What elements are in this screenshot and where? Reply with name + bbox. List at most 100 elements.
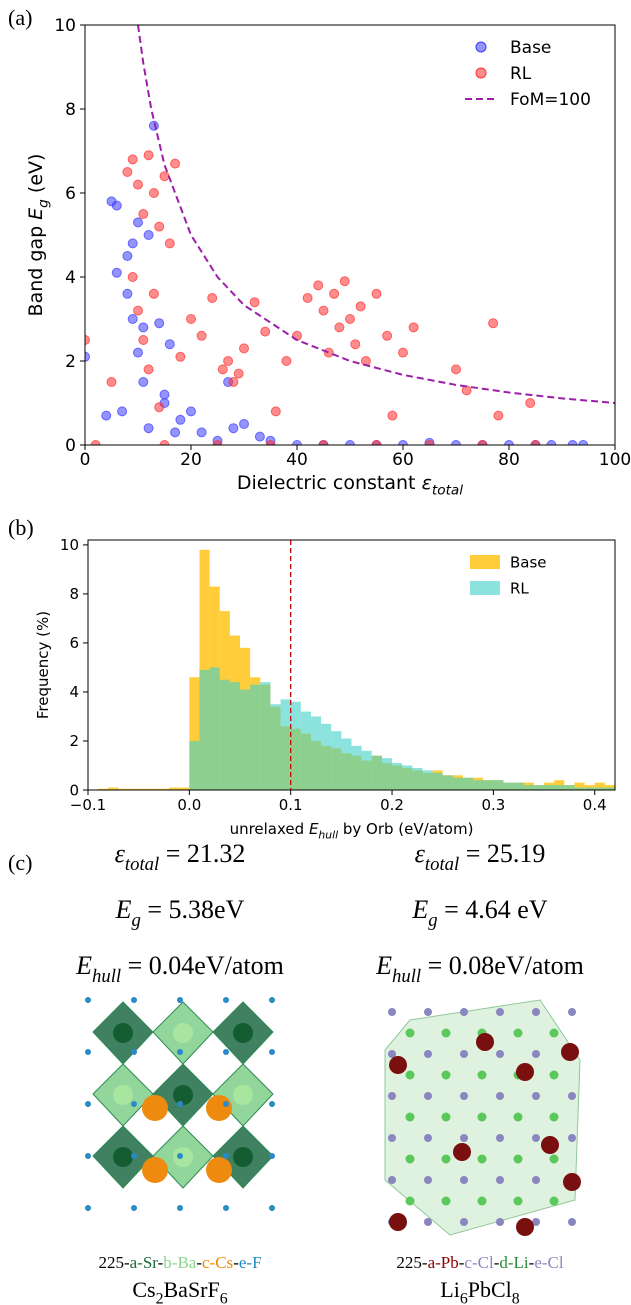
atom <box>405 1028 415 1038</box>
atom <box>460 1008 468 1016</box>
point <box>143 230 154 240</box>
label-part: ε <box>415 839 426 868</box>
structure-label: 225-a-Pb-c-Cl-d-Li-e-Cl <box>396 1253 563 1272</box>
point <box>111 267 122 278</box>
atom <box>453 1143 471 1161</box>
atom <box>516 1063 534 1081</box>
atom <box>549 1196 559 1206</box>
atom <box>532 1176 540 1184</box>
point <box>302 293 313 303</box>
hist-bar <box>240 689 251 790</box>
hist-bar <box>321 723 332 790</box>
hist-bar <box>98 788 109 790</box>
hist-bar <box>533 785 545 790</box>
label-part: total <box>125 854 159 875</box>
property-text: εtotal = 21.32 <box>115 839 246 875</box>
hist-bar <box>513 782 524 790</box>
property-text: Ehull = 0.08eV/atom <box>375 951 584 987</box>
point <box>334 322 345 333</box>
atom <box>496 1092 504 1100</box>
axes-frame <box>87 539 616 791</box>
hist-bar <box>483 780 494 790</box>
plot-area <box>85 25 615 445</box>
atom <box>269 997 275 1003</box>
hist-bar <box>371 755 382 790</box>
atom <box>142 1095 168 1121</box>
point <box>504 440 514 445</box>
point <box>133 347 143 358</box>
point <box>133 305 143 316</box>
atom <box>233 1147 253 1167</box>
atom <box>477 1196 487 1206</box>
point <box>292 440 302 445</box>
property-text: Ehull = 0.04eV/atom <box>75 951 284 987</box>
atom <box>269 1205 275 1211</box>
point <box>159 171 170 182</box>
hist-bar <box>544 785 555 790</box>
label-part: E <box>75 951 92 980</box>
label-part: Band gap <box>25 220 47 317</box>
label-part: 6 <box>460 1291 468 1305</box>
hist-bar <box>574 782 585 790</box>
y-tick-label: 6 <box>65 184 76 204</box>
point <box>525 398 536 408</box>
point <box>424 440 435 445</box>
label-part: E <box>25 208 47 220</box>
point <box>196 330 207 341</box>
point <box>249 297 260 308</box>
hist-bar <box>138 788 149 790</box>
point <box>281 356 292 366</box>
atom <box>549 1028 559 1038</box>
point <box>339 276 350 287</box>
atom <box>513 1154 523 1164</box>
y-axis-label: Frequency (%) <box>34 611 52 719</box>
hist-bar <box>402 765 413 790</box>
point <box>313 280 324 291</box>
atom <box>388 1050 396 1058</box>
atom <box>441 1112 451 1122</box>
point <box>170 427 181 438</box>
atom <box>389 1056 407 1074</box>
label-part: E <box>411 895 428 924</box>
atom <box>513 1028 523 1038</box>
atom <box>496 1218 504 1226</box>
point <box>270 406 281 417</box>
atom <box>532 1008 540 1016</box>
atom <box>177 997 183 1003</box>
x-tick-label: 0.4 <box>583 796 607 814</box>
atom <box>405 1154 415 1164</box>
x-tick-label: 100 <box>599 450 631 470</box>
atom <box>496 1008 504 1016</box>
hist-bar <box>554 785 565 790</box>
atom <box>496 1050 504 1058</box>
label-part: 6 <box>220 1291 228 1305</box>
y-tick-label: 8 <box>65 100 76 120</box>
y-tick-label: 0 <box>69 781 79 799</box>
label-part: d-Li <box>499 1253 529 1272</box>
atom <box>477 1154 487 1164</box>
label-part: total <box>425 854 459 875</box>
point <box>345 314 355 324</box>
point <box>122 288 133 299</box>
atom <box>177 1101 183 1107</box>
hist-bar <box>381 758 393 790</box>
point <box>85 335 90 345</box>
point <box>223 356 234 366</box>
atom <box>131 1205 137 1211</box>
atom <box>173 1147 193 1167</box>
hist-bar <box>280 699 291 790</box>
point <box>111 200 122 211</box>
property-text: Eg = 5.38eV <box>115 895 245 931</box>
point <box>122 167 133 177</box>
point <box>567 440 578 445</box>
point <box>148 288 159 299</box>
hist-bar <box>189 677 200 790</box>
hist-bar <box>250 684 261 790</box>
x-tick-label: 0.0 <box>177 796 201 814</box>
point <box>143 364 154 375</box>
atom <box>223 1049 229 1055</box>
x-tick-label: 0.2 <box>380 796 404 814</box>
hist-bar <box>361 750 372 790</box>
atom <box>85 1153 91 1159</box>
label-part: (eV) <box>25 154 47 200</box>
